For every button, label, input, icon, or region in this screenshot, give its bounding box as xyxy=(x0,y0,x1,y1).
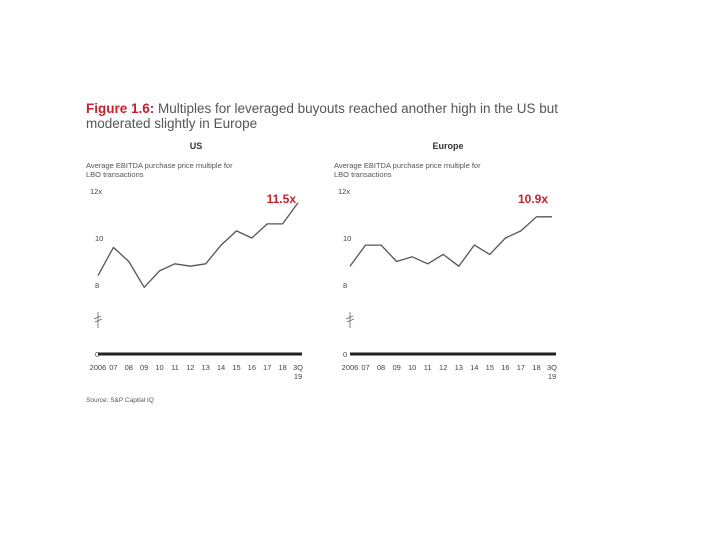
us-xtick-7: 13 xyxy=(202,363,210,372)
us-ytick-12: 12x xyxy=(90,187,102,196)
figure-title-lead: Figure 1.6: xyxy=(86,101,155,116)
us-chart: US Average EBITDA purchase price multiple… xyxy=(86,141,303,381)
us-xtick-10: 16 xyxy=(248,363,256,372)
us-xtick-12: 18 xyxy=(278,363,286,372)
us-xtick-13: 3Q 19 xyxy=(293,363,303,381)
europe-ylabel-line-0: Average EBITDA purchase price multiple f… xyxy=(334,161,481,170)
us-xtick-4: 10 xyxy=(155,363,163,372)
figure-title: Figure 1.6: Multiples for leveraged buyo… xyxy=(86,101,566,131)
us-axis-break-icon xyxy=(93,315,103,323)
europe-xtick-7: 13 xyxy=(455,363,463,372)
europe-xtick-0: 2006 xyxy=(342,363,359,372)
europe-ytick-8: 8 xyxy=(343,281,347,290)
europe-xtick-4: 10 xyxy=(408,363,416,372)
us-xtick-6: 12 xyxy=(186,363,194,372)
europe-ylabel-line-1: LBO transactions xyxy=(334,170,392,179)
us-ylabel-line-1: LBO transactions xyxy=(86,170,144,179)
europe-xtick-12: 18 xyxy=(532,363,540,372)
us-xtick-9: 15 xyxy=(232,363,240,372)
us-xtick-0: 2006 xyxy=(90,363,107,372)
us-ytick-8: 8 xyxy=(95,281,99,290)
us-xtick-1: 07 xyxy=(109,363,117,372)
europe-xtick-11: 17 xyxy=(517,363,525,372)
us-xtick-11: 17 xyxy=(263,363,271,372)
figure-title-text: Multiples for leveraged buyouts reached … xyxy=(86,101,559,131)
europe-xtick-3: 09 xyxy=(392,363,400,372)
europe-ytick-0: 0 xyxy=(343,350,347,359)
us-ylabel-line-0: Average EBITDA purchase price multiple f… xyxy=(86,161,233,170)
us-series-line xyxy=(97,202,299,288)
europe-ytick-12: 12x xyxy=(338,187,350,196)
us-xtick-5: 11 xyxy=(171,363,179,372)
us-xtick-3: 09 xyxy=(140,363,148,372)
europe-ytick-10: 10 xyxy=(343,234,351,243)
europe-xtick-10: 16 xyxy=(501,363,509,372)
europe-xtick-8: 14 xyxy=(470,363,478,372)
europe-panel-title: Europe xyxy=(432,141,463,151)
us-annotation: 11.5x xyxy=(267,192,297,206)
europe-xtick-9: 15 xyxy=(486,363,494,372)
us-ytick-0: 0 xyxy=(95,350,99,359)
us-xtick-8: 14 xyxy=(217,363,225,372)
us-xtick-2: 08 xyxy=(125,363,133,372)
us-ytick-10: 10 xyxy=(95,234,103,243)
us-panel-title: US xyxy=(190,141,203,151)
europe-xtick-6: 12 xyxy=(439,363,447,372)
europe-xtick-1: 07 xyxy=(361,363,369,372)
europe-annotation: 10.9x xyxy=(518,192,548,206)
europe-chart: Europe Average EBITDA purchase price mult… xyxy=(334,141,557,381)
europe-xtick-13: 3Q 19 xyxy=(547,363,557,381)
source-note: Source: S&P Capital IQ xyxy=(86,397,154,404)
europe-xtick-2: 08 xyxy=(377,363,385,372)
europe-series-line xyxy=(349,216,552,267)
europe-xtick-5: 11 xyxy=(424,363,432,372)
europe-axis-break-icon xyxy=(345,315,355,323)
